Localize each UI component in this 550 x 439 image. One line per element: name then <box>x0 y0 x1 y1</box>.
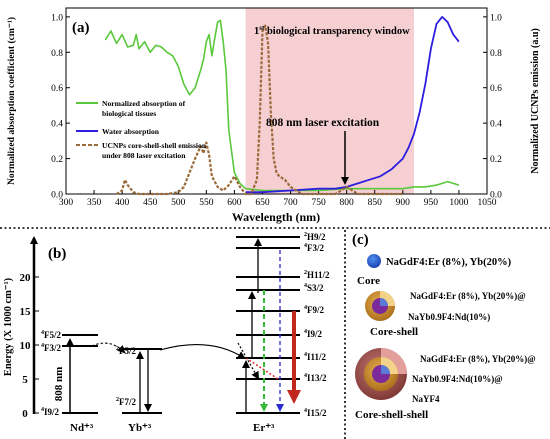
panel-a-chart: 300 350 400 450 500 550 600 650 700 750 800 850 900 9… <box>6 7 541 224</box>
er-label-4F3-2: 4F3/2 <box>304 243 324 253</box>
nd-label-4F5-2: 4F5/2 <box>41 330 61 340</box>
energy-tick: 0 <box>22 408 28 420</box>
x-tick-label: 450 <box>143 198 158 208</box>
yb-to-er-transfer <box>159 344 246 360</box>
panel-c-label: (c) <box>352 232 369 248</box>
legend-emission-line1: UCNPs core-shell-shell emission <box>102 141 207 150</box>
plot-frame <box>65 7 488 195</box>
er-label-4S3-2: 4S3/2 <box>304 283 324 293</box>
core-composition: NaGdF4:Er (8%), Yb(20%) <box>386 257 512 268</box>
y-left-tick-label: 0.4 <box>51 120 63 130</box>
x-tick-label: 350 <box>87 198 102 208</box>
er-level-labels: 2H9/2 4F3/2 2H11/2 4S3/2 4F9/2 4I9/2 4I1… <box>304 232 330 418</box>
er-label-2H11-2: 2H11/2 <box>304 270 330 280</box>
core-title: Core <box>357 275 380 287</box>
energy-tick: 15 <box>20 306 32 318</box>
core-shell-title: Core-shell <box>370 326 418 338</box>
yb-ion-label: Yb⁺³ <box>128 422 152 434</box>
y-left-tick-label: 1.0 <box>51 13 63 23</box>
core-shell-shell-line1: NaGdF4:Er (8%), Yb(20%)@ <box>420 354 536 364</box>
er-label-4I11-2: 4I11/2 <box>304 352 327 362</box>
chart-series <box>104 15 460 196</box>
window-label: 1st biological transparency window <box>254 24 410 37</box>
core-shell-shell-line3: NaYF4 <box>412 394 440 404</box>
er-label-4I9-2: 4I9/2 <box>304 329 323 339</box>
x-tick-label: 550 <box>199 198 214 208</box>
panel-c-nanoparticles: (c) NaGdF4:Er (8%), Yb(20%) Core NaGdF4:… <box>352 232 536 421</box>
x-tick-label: 650 <box>255 198 270 208</box>
x-tick-label: 950 <box>424 198 439 208</box>
nd-ion-label: Nd⁺³ <box>70 422 94 434</box>
tissue-absorption-line <box>104 19 460 192</box>
core-shell-shell-title: Core-shell-shell <box>355 409 428 421</box>
er-label-2H9-2: 2H9/2 <box>304 232 326 242</box>
er-label-4I13-2: 4I13/2 <box>304 373 327 383</box>
y-right-tick-label: 0.0 <box>490 191 502 201</box>
x-tick-label: 600 <box>227 198 242 208</box>
ucnp-emission-line <box>115 24 403 196</box>
y-left-tick-label: 0.8 <box>51 49 63 59</box>
legend: Normalized absorption of biological tiss… <box>76 99 207 160</box>
y-right-tick-label: 0.2 <box>490 155 502 165</box>
core-shell-line2: NaYb0.9F4:Nd(10%) <box>408 312 490 322</box>
x-tick-label: 500 <box>171 198 186 208</box>
legend-tissue-line2: biological tissues <box>102 109 156 118</box>
core-shell-line1: NaGdF4:Er (8%), Yb(20%)@ <box>410 291 526 301</box>
y-right-tick-label: 1.0 <box>490 13 502 23</box>
legend-water: Water absorption <box>102 127 160 136</box>
excitation-label: 808 nm laser excitation <box>266 117 380 129</box>
panel-b-label: (b) <box>48 246 66 262</box>
core-shell-particle-icon <box>365 291 395 321</box>
core-particle-icon <box>367 254 381 268</box>
energy-axis-ticks: 0 5 10 15 20 <box>20 272 39 420</box>
panel-b-energy-diagram: (b) 0 5 10 15 20 Energy (X 1000 cm⁻¹) 4F… <box>3 232 330 434</box>
x-tick-label: 750 <box>311 198 326 208</box>
y-right-tick-label: 0.4 <box>490 120 502 130</box>
energy-tick: 5 <box>22 374 28 386</box>
excitation-808-label: 808 nm <box>53 367 65 402</box>
er-nonradiative-relax <box>245 357 279 380</box>
y-left-tick-label: 0.6 <box>51 84 63 94</box>
y-left-tick-label: 0.0 <box>51 191 63 201</box>
er-ion-label: Er⁺³ <box>253 422 275 434</box>
nd-label-4F3-2: 4F3/2 <box>41 343 61 353</box>
core-shell-shell-line2: NaYb0.9F4:Nd(10%)@ <box>412 374 503 384</box>
y-axis-right-ticks: 0.0 0.2 0.4 0.6 0.8 1.0 <box>483 13 502 201</box>
y-axis-right-label: Normalized UCNPs emission (a.u) <box>530 28 541 174</box>
y-axis-left-ticks: 0.0 0.2 0.4 0.6 0.8 1.0 <box>51 13 70 201</box>
core-shell-shell-particle-icon <box>355 348 407 400</box>
x-tick-label: 400 <box>115 198 130 208</box>
er-levels <box>236 236 300 414</box>
y-left-tick-label: 0.2 <box>51 155 63 165</box>
nd-to-yb-transfer <box>91 342 126 354</box>
x-tick-label: 1000 <box>449 198 468 208</box>
panel-a-label: (a) <box>72 20 90 36</box>
x-axis-ticks: 300 350 400 450 500 550 600 650 700 750 800 850 900 9… <box>59 190 497 208</box>
er-label-4I15-2: 4I15/2 <box>304 408 327 418</box>
y-right-tick-label: 0.8 <box>490 49 502 59</box>
energy-tick: 20 <box>20 272 32 284</box>
x-tick-label: 700 <box>283 198 298 208</box>
er-cross-relax-arrow <box>237 342 259 380</box>
x-tick-label: 900 <box>396 198 411 208</box>
legend-tissue-line1: Normalized absorption of <box>102 99 186 108</box>
x-tick-label: 850 <box>368 198 383 208</box>
x-axis-label: Wavelength (nm) <box>232 210 320 224</box>
yb-label-2F7-2: 2F7/2 <box>116 397 136 407</box>
x-tick-label: 800 <box>340 198 355 208</box>
energy-tick: 10 <box>20 340 32 352</box>
water-absorption-line <box>245 15 460 194</box>
legend-emission-line2: under 808 laser excitation <box>102 151 186 160</box>
y-axis-left-label: Normalized absorption coefficient (cm⁻¹) <box>6 17 17 185</box>
er-label-4F9-2: 4F9/2 <box>304 305 324 315</box>
y-right-tick-label: 0.6 <box>490 84 502 94</box>
energy-axis-label: Energy (X 1000 cm⁻¹) <box>3 277 14 376</box>
x-tick-label: 1050 <box>478 198 497 208</box>
x-tick-label: 300 <box>59 198 74 208</box>
nd-label-4I9-2: 4I9/2 <box>41 407 60 417</box>
